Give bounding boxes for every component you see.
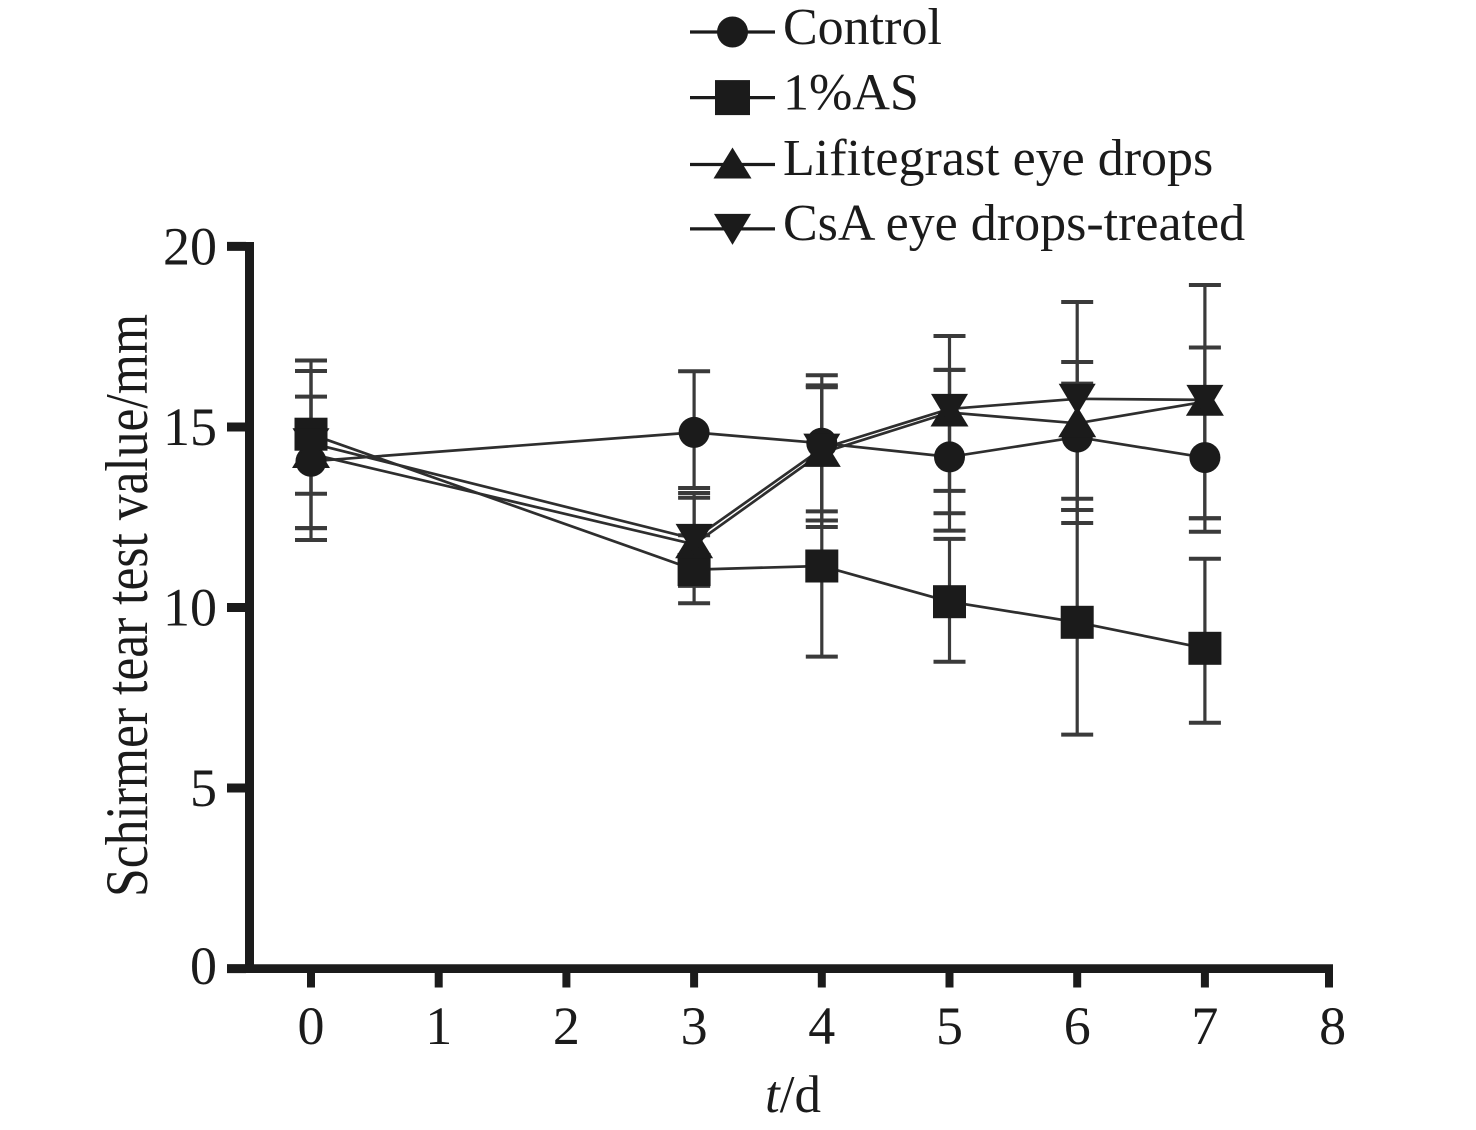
svg-text:3: 3	[681, 996, 708, 1056]
svg-text:15: 15	[163, 397, 217, 457]
svg-text:5: 5	[190, 758, 217, 818]
svg-text:7: 7	[1191, 996, 1218, 1056]
svg-text:4: 4	[808, 996, 835, 1056]
svg-text:0: 0	[298, 996, 325, 1056]
svg-text:10: 10	[163, 578, 217, 638]
svg-text:Lifitegrast eye drops: Lifitegrast eye drops	[783, 130, 1213, 187]
svg-text:t/d: t/d	[765, 1066, 821, 1124]
svg-text:5: 5	[936, 996, 963, 1056]
svg-text:Schirmer tear test value/mm: Schirmer tear test value/mm	[94, 314, 160, 897]
svg-text:Control: Control	[783, 0, 942, 56]
svg-text:1: 1	[425, 996, 452, 1056]
svg-text:0: 0	[190, 936, 217, 996]
svg-text:6: 6	[1064, 996, 1091, 1056]
svg-text:2: 2	[553, 996, 580, 1056]
svg-text:CsA eye drops-treated: CsA eye drops-treated	[783, 195, 1245, 252]
svg-text:1%AS: 1%AS	[783, 64, 919, 121]
svg-text:8: 8	[1319, 996, 1346, 1056]
svg-text:20: 20	[163, 217, 217, 277]
